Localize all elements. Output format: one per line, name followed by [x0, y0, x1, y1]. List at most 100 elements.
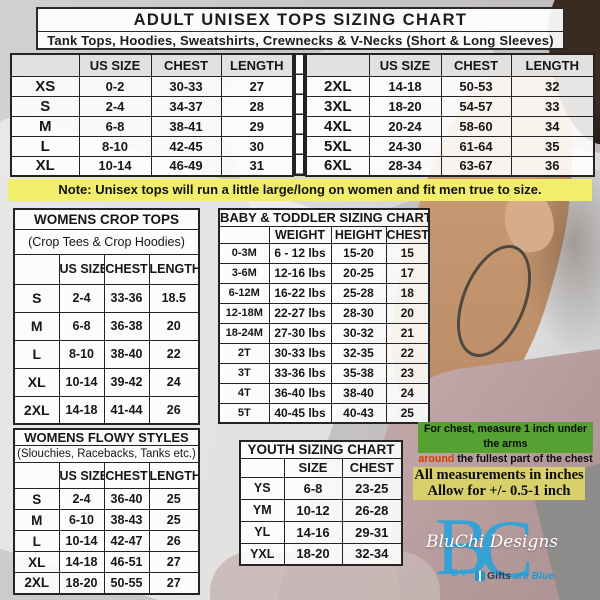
- table-row: 4XL 20-24 58-60 34: [305, 115, 595, 137]
- value-cell: 24-30: [368, 135, 442, 157]
- value-cell: 27: [148, 551, 200, 573]
- table-title: WOMENS CROP TOPS: [13, 208, 200, 230]
- column-header: US SIZE: [78, 53, 152, 77]
- logo-script-name: BluChi Designs: [425, 532, 559, 552]
- column-header: LENGTH: [510, 53, 595, 77]
- value-cell: 21: [385, 322, 430, 344]
- column-header: US SIZE: [368, 53, 442, 77]
- table-row: 18-24M 27-30 lbs 30-32 21: [218, 322, 430, 344]
- value-cell: 46-51: [103, 551, 150, 573]
- value-cell: 30-32: [330, 322, 387, 344]
- value-cell: 22: [385, 342, 430, 364]
- table-title-row: BABY & TODDLER SIZING CHART: [218, 208, 430, 227]
- size-label-cell: 6XL: [305, 155, 370, 177]
- value-cell: 34: [510, 115, 595, 137]
- value-cell: 38-40: [103, 339, 150, 369]
- value-cell: 20-24: [368, 115, 442, 137]
- value-cell: 29-31: [341, 520, 403, 544]
- value-cell: 54-57: [440, 95, 512, 117]
- size-label-cell: L: [13, 339, 60, 369]
- value-cell: 10-14: [78, 155, 152, 177]
- value-cell: 8-10: [78, 135, 152, 157]
- column-header: CHEST: [103, 253, 150, 285]
- value-cell: 61-64: [440, 135, 512, 157]
- value-cell: 18-20: [368, 95, 442, 117]
- size-label-cell: XL: [13, 367, 60, 397]
- table-row: YL 14-16 29-31: [239, 520, 403, 544]
- column-header: LENGTH: [220, 53, 294, 77]
- table-row: YXL 18-20 32-34: [239, 542, 403, 566]
- size-label-cell: XS: [10, 75, 80, 97]
- table-row: S 2-4 36-40 25: [13, 488, 200, 510]
- value-cell: 38-40: [330, 382, 387, 404]
- gift-icon: [475, 571, 485, 581]
- value-cell: 18: [385, 282, 430, 304]
- brand-name-dark: Gifts: [487, 570, 511, 582]
- value-cell: 26-28: [341, 498, 403, 522]
- column-header: CHEST: [440, 53, 512, 77]
- table-row: 3T 33-36 lbs 35-38 23: [218, 362, 430, 384]
- table-header-row: US SIZE CHEST LENGTH: [13, 253, 200, 285]
- value-cell: 20: [385, 302, 430, 324]
- size-label-cell: S: [10, 95, 80, 117]
- chest-note-line2: the fullest part of the chest: [454, 453, 593, 465]
- table-row: 5XL 24-30 61-64 35: [305, 135, 595, 157]
- size-label-cell: 5T: [218, 402, 270, 424]
- value-cell: 6-8: [78, 115, 152, 137]
- value-cell: 38-41: [150, 115, 222, 137]
- size-label-cell: 3-6M: [218, 262, 270, 284]
- value-cell: 12-16 lbs: [268, 262, 332, 284]
- column-header: CHEST: [150, 53, 222, 77]
- value-cell: 14-16: [283, 520, 343, 544]
- corner-cell: [10, 53, 80, 77]
- fit-note-banner: Note: Unisex tops will run a little larg…: [8, 179, 592, 201]
- value-cell: 25: [385, 402, 430, 424]
- size-label-cell: 2XL: [305, 75, 370, 97]
- size-label-cell: 18-24M: [218, 322, 270, 344]
- size-label-cell: 3T: [218, 362, 270, 384]
- value-cell: 39-42: [103, 367, 150, 397]
- value-cell: 50-55: [103, 572, 150, 594]
- logo-monogram-c: C: [479, 503, 534, 594]
- value-cell: 20-25: [330, 262, 387, 284]
- size-label-cell: 2XL: [13, 572, 60, 594]
- size-label-cell: XL: [13, 551, 60, 573]
- value-cell: 38-43: [103, 509, 150, 531]
- womens-flowy-table: WOMENS FLOWY STYLES (Slouchies, Raceback…: [13, 428, 200, 595]
- value-cell: 2-4: [58, 488, 105, 510]
- corner-cell: [218, 225, 270, 244]
- value-cell: 14-18: [58, 551, 105, 573]
- value-cell: 36-38: [103, 311, 150, 341]
- table-row: XL 10-14 46-49 31: [10, 155, 294, 177]
- value-cell: 32-34: [341, 542, 403, 566]
- table-header-row: SIZE CHEST: [239, 457, 403, 478]
- column-header: SIZE: [283, 457, 343, 478]
- table-row: 6XL 28-34 63-67 36: [305, 155, 595, 177]
- table-row: 2XL 14-18 50-53 32: [305, 75, 595, 97]
- value-cell: 33-36: [103, 283, 150, 313]
- table-row: 12-18M 22-27 lbs 28-30 20: [218, 302, 430, 324]
- chest-note-highlight: around: [418, 453, 455, 465]
- womens-crop-tops-table: WOMENS CROP TOPS (Crop Tees & Crop Hoodi…: [13, 208, 200, 425]
- inches-note-line2: Allow for +/- 0.5-1 inch: [427, 483, 571, 500]
- brand-name-blue: are Blue: [512, 570, 555, 582]
- value-cell: 23-25: [341, 476, 403, 500]
- table-row: XL 10-14 39-42 24: [13, 367, 200, 397]
- value-cell: 27-30 lbs: [268, 322, 332, 344]
- brand-logo: B C BluChi Designs BY Gifts are Blue: [415, 498, 595, 598]
- value-cell: 36: [510, 155, 595, 177]
- value-cell: 46-49: [150, 155, 222, 177]
- value-cell: 41-44: [103, 395, 150, 425]
- value-cell: 6-8: [283, 476, 343, 500]
- table-row: M 6-8 38-41 29: [10, 115, 294, 137]
- page-subtitle: Tank Tops, Hoodies, Sweatshirts, Crewnec…: [38, 31, 563, 49]
- logo-by-label: BY: [451, 568, 469, 579]
- table-row: S 2-4 33-36 18.5: [13, 283, 200, 313]
- value-cell: 30: [220, 135, 294, 157]
- value-cell: 42-47: [103, 530, 150, 552]
- table-subtitle: (Slouchies, Racebacks, Tanks etc.): [13, 445, 200, 463]
- table-row: S 2-4 34-37 28: [10, 95, 294, 117]
- value-cell: 30-33: [150, 75, 222, 97]
- corner-cell: [13, 462, 60, 489]
